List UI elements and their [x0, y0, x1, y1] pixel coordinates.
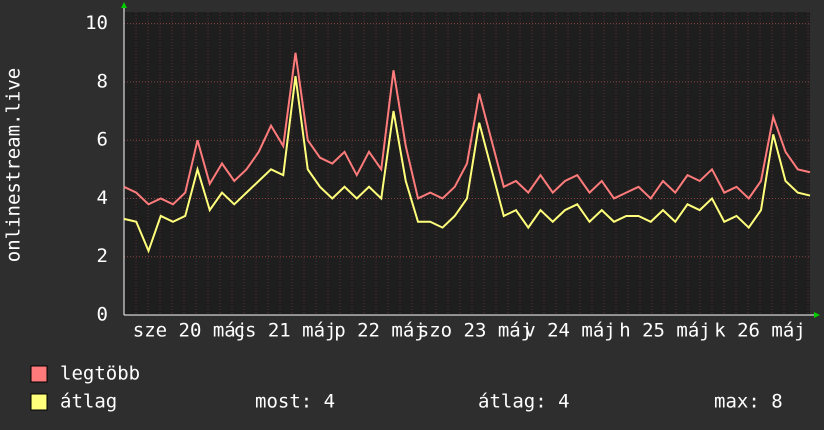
x-arrow [814, 312, 820, 318]
x-tick-label: szo 23 máj [418, 320, 532, 342]
y-arrow [121, 2, 127, 8]
y-tick-label: 4 [97, 187, 108, 209]
stat: most: 4 [255, 391, 335, 413]
series-line [123, 75, 811, 254]
y-axis-label: onlinestream.live [3, 68, 25, 262]
y-tick-label: 6 [97, 129, 108, 151]
legend-swatch [30, 365, 48, 383]
x-tick-label: v 24 máj [524, 320, 616, 342]
x-tick-label: k 26 máj [714, 320, 806, 342]
x-tick-label: h 25 máj [619, 320, 711, 342]
x-tick-label: sze 20 máj [133, 320, 247, 342]
y-tick-label: 2 [97, 245, 108, 267]
x-tick-label: cs 21 máj [234, 320, 337, 342]
y-tick-label: 10 [85, 12, 108, 34]
legend-label: legtöbb [60, 363, 140, 385]
series-line [123, 52, 811, 206]
y-tick-label: 8 [97, 70, 108, 92]
legend-label: átlag [60, 391, 117, 413]
stat: max: 8 [714, 391, 783, 413]
x-tick-label: p 22 máj [334, 320, 426, 342]
legend-swatch [30, 393, 48, 411]
stat: átlag: 4 [478, 391, 570, 413]
y-tick-label: 0 [97, 304, 108, 326]
